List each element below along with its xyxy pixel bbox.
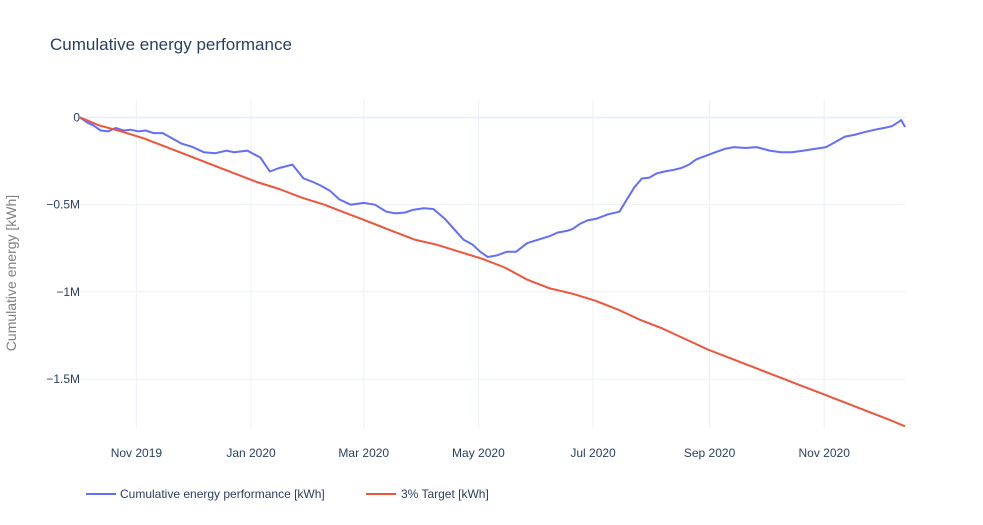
legend-label-performance: Cumulative energy performance [kWh] <box>120 487 325 501</box>
x-tick-label: Jan 2020 <box>226 446 276 460</box>
x-tick-label: Nov 2019 <box>111 446 163 460</box>
x-tick-label: Jul 2020 <box>570 446 616 460</box>
y-axis-label: Cumulative energy [kWh] <box>3 195 19 351</box>
series-line-performance <box>79 116 906 258</box>
grid <box>80 100 905 428</box>
legend[interactable]: Cumulative energy performance [kWh] 3% T… <box>86 487 489 501</box>
series-line-target <box>79 116 906 428</box>
y-tick-label: 0 <box>73 110 80 124</box>
y-tick-label: −0.5M <box>46 198 80 212</box>
chart-title: Cumulative energy performance <box>50 35 292 54</box>
x-tick-label: May 2020 <box>452 446 505 460</box>
y-tick-label: −1M <box>56 285 80 299</box>
legend-item-performance[interactable]: Cumulative energy performance [kWh] <box>86 487 325 501</box>
legend-label-target: 3% Target [kWh] <box>401 487 489 501</box>
x-tick-label: Mar 2020 <box>338 446 389 460</box>
x-tick-label: Nov 2020 <box>799 446 851 460</box>
series-lines <box>79 116 906 428</box>
x-tick-label: Sep 2020 <box>684 446 736 460</box>
legend-item-target[interactable]: 3% Target [kWh] <box>366 487 489 501</box>
axes: 0 −0.5M −1M −1.5M Nov 2019 Jan 2020 Mar 2020 Ma… <box>46 110 850 460</box>
y-tick-label: −1.5M <box>46 372 80 386</box>
